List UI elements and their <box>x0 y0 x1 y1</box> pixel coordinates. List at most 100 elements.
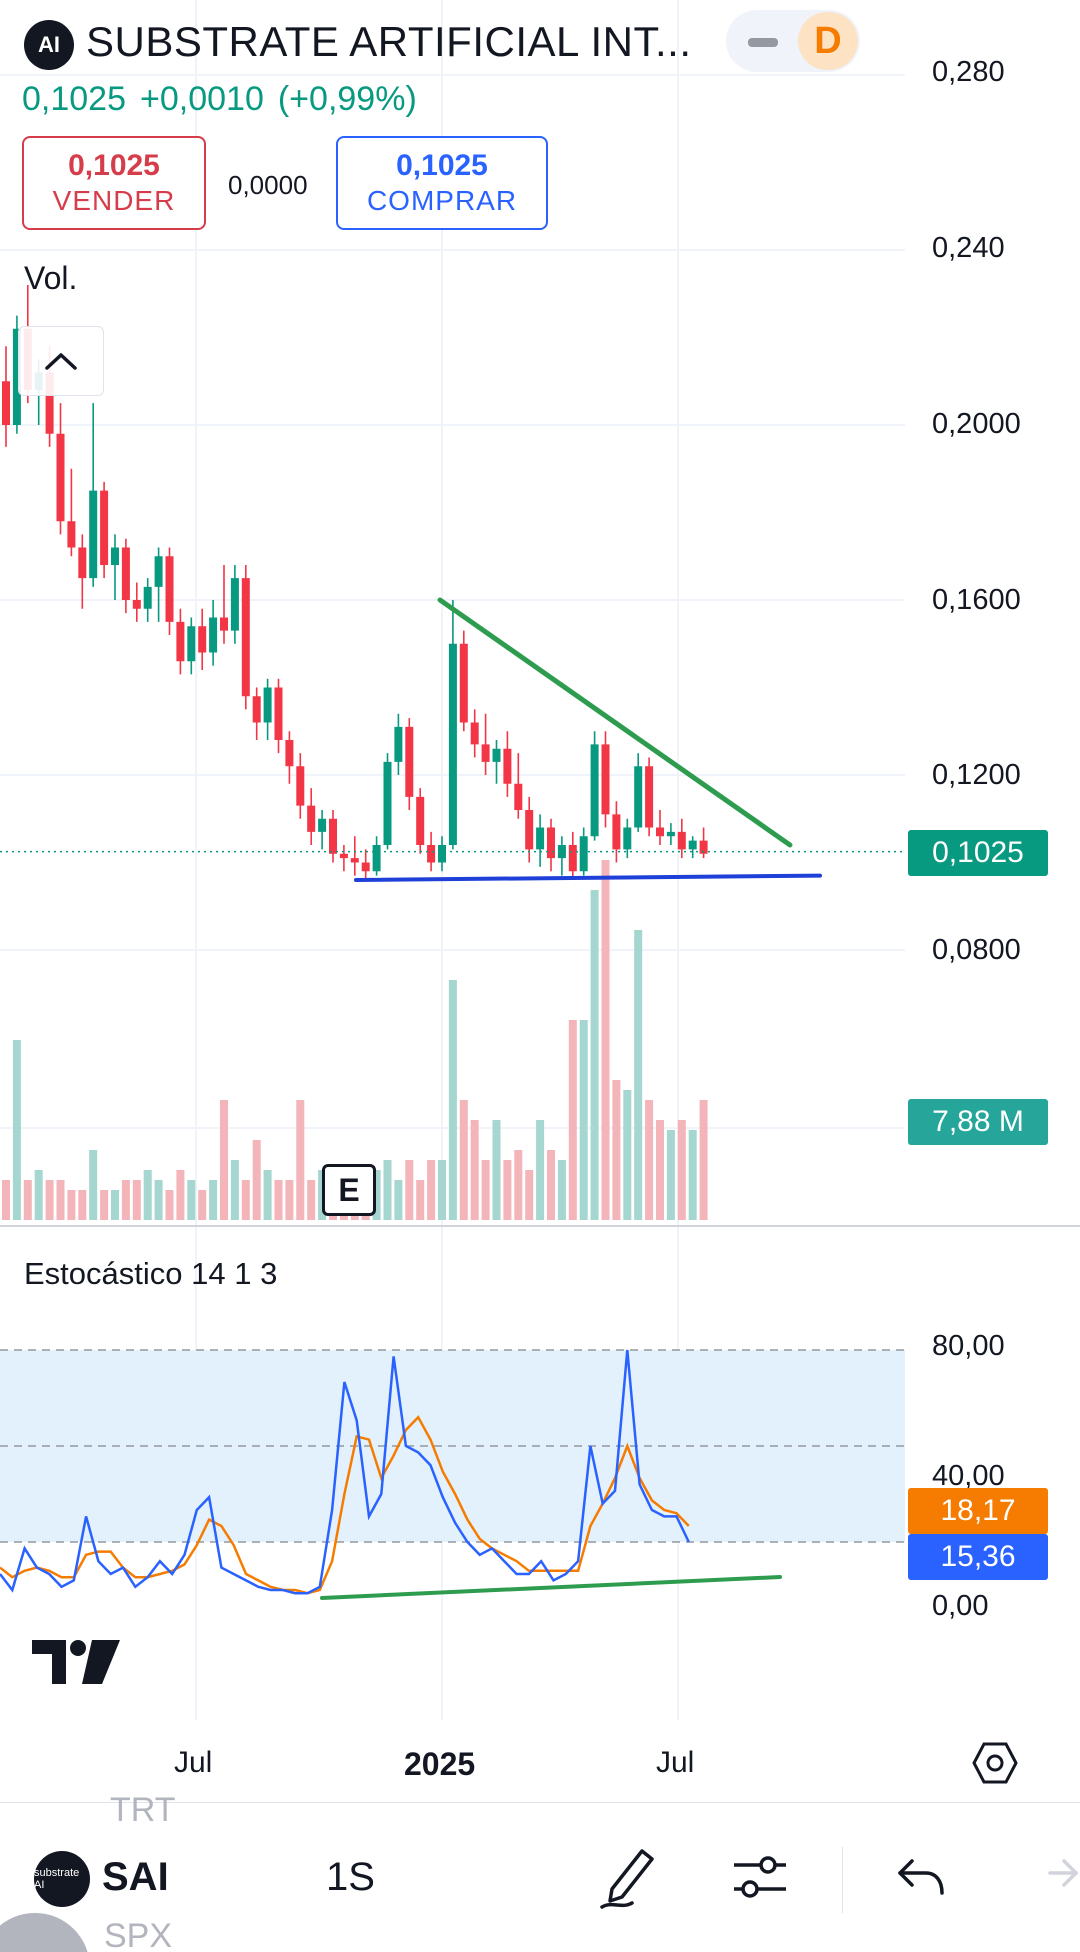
candle-body <box>699 840 708 854</box>
symbol-title[interactable]: SUBSTRATE ARTIFICIAL INT... <box>86 18 692 65</box>
candle-body <box>296 766 305 806</box>
candle-body <box>666 831 675 837</box>
sell-button[interactable]: 0,1025 VENDER <box>22 136 206 230</box>
volume-bar <box>666 1130 675 1220</box>
volume-bar <box>176 1170 185 1220</box>
stoch-support-trendline <box>320 1575 782 1600</box>
volume-bar <box>590 890 599 1220</box>
chevron-up-icon <box>45 353 77 370</box>
candle-body <box>470 722 479 745</box>
candle-body <box>285 740 294 767</box>
volume-bar <box>230 1160 239 1220</box>
minus-icon[interactable] <box>748 38 778 47</box>
candle-body <box>492 748 501 762</box>
volume-bar <box>285 1180 294 1220</box>
candle-body <box>645 766 654 828</box>
earnings-marker[interactable]: E <box>322 1164 376 1216</box>
volume-bar <box>241 1180 250 1220</box>
candle-body <box>241 578 250 697</box>
volume-bar <box>78 1190 87 1220</box>
volume-bar <box>12 1040 21 1220</box>
indicators-sliders-icon[interactable] <box>730 1847 790 1907</box>
undo-icon[interactable] <box>896 1855 946 1899</box>
candle-body <box>154 556 163 587</box>
candle-body <box>329 818 337 854</box>
price-axis-label: 0,2000 <box>932 408 1021 440</box>
volume-bar <box>579 1020 588 1220</box>
time-axis-label: 2025 <box>404 1746 476 1782</box>
interval-pill[interactable]: D <box>726 10 860 72</box>
volume-indicator-label[interactable]: Vol. <box>24 260 78 296</box>
volume-bar <box>427 1160 436 1220</box>
candle-body <box>579 836 588 872</box>
candle-body <box>121 547 130 600</box>
candle-body <box>601 744 610 815</box>
volume-bar <box>2 1180 10 1220</box>
interval-badge[interactable]: D <box>798 12 858 70</box>
tradingview-logo-icon[interactable] <box>32 1640 120 1684</box>
volume-bar <box>525 1170 534 1220</box>
candle-body <box>688 840 697 850</box>
candle-body <box>481 744 490 762</box>
trendlines <box>0 597 905 882</box>
volume-bar <box>438 1160 446 1220</box>
time-axis-label: Jul <box>656 1746 695 1779</box>
candle-body <box>318 818 327 832</box>
candle-body <box>198 626 207 653</box>
candle-body <box>361 862 370 872</box>
price-change-percent: (+0,99%) <box>277 80 417 118</box>
volume-bar <box>383 1160 392 1220</box>
volume-bar <box>89 1150 98 1220</box>
volume-bar <box>699 1100 708 1220</box>
volume-bar <box>612 1080 621 1220</box>
candle-body <box>612 814 621 850</box>
price-axis-label: 0,240 <box>932 232 1005 264</box>
volume-bar <box>416 1180 425 1220</box>
volume-bar <box>547 1150 555 1220</box>
collapse-button[interactable] <box>18 326 104 396</box>
quote-line: 0,1025 +0,0010 (+0,99%) <box>22 80 431 119</box>
candle-body <box>132 600 141 609</box>
candle-body <box>677 831 686 850</box>
volume-bar <box>263 1170 272 1220</box>
candle-body <box>111 547 119 565</box>
volume-bar <box>688 1130 697 1220</box>
volume-bar <box>536 1120 545 1220</box>
chart-settings-icon[interactable] <box>972 1740 1018 1786</box>
symbol-logo[interactable]: AI <box>24 20 74 70</box>
volume-bar <box>274 1180 283 1220</box>
volume-bar <box>45 1180 54 1220</box>
interval-button[interactable]: 1S <box>326 1855 375 1899</box>
candle-body <box>350 858 359 863</box>
volume-bar <box>100 1190 109 1220</box>
candle-body <box>459 643 468 723</box>
volume-bar <box>209 1180 218 1220</box>
volume-bar <box>601 860 610 1220</box>
symbol-logo-small[interactable]: substrate AI <box>34 1851 90 1907</box>
chart-canvas[interactable] <box>0 0 1080 1800</box>
candle-body <box>252 696 261 723</box>
candle-body <box>89 490 98 579</box>
volume-bar <box>557 1160 566 1220</box>
symbol-button[interactable]: SAI <box>102 1855 169 1899</box>
buy-button[interactable]: 0,1025 COMPRAR <box>336 136 548 230</box>
candle-body <box>590 744 599 837</box>
redo-icon[interactable] <box>1040 1855 1080 1899</box>
volume-bars <box>2 860 708 1220</box>
stochastic-panel <box>0 1349 905 1600</box>
candle-body <box>263 687 272 723</box>
volume-bar <box>132 1180 141 1220</box>
candle-body <box>568 845 577 872</box>
support-trendline <box>354 873 822 882</box>
candle-body <box>274 687 283 740</box>
volume-bar <box>459 1100 468 1220</box>
candle-body <box>416 796 425 845</box>
candle-body <box>230 578 239 631</box>
candle-body <box>557 845 566 859</box>
candle-body <box>339 853 348 859</box>
pencil-draw-icon[interactable] <box>598 1843 658 1911</box>
stochastic-indicator-label[interactable]: Estocástico 14 1 3 <box>24 1256 278 1291</box>
spread-value: 0,0000 <box>228 170 308 200</box>
candle-body <box>209 617 218 653</box>
volume-bar <box>165 1190 174 1220</box>
